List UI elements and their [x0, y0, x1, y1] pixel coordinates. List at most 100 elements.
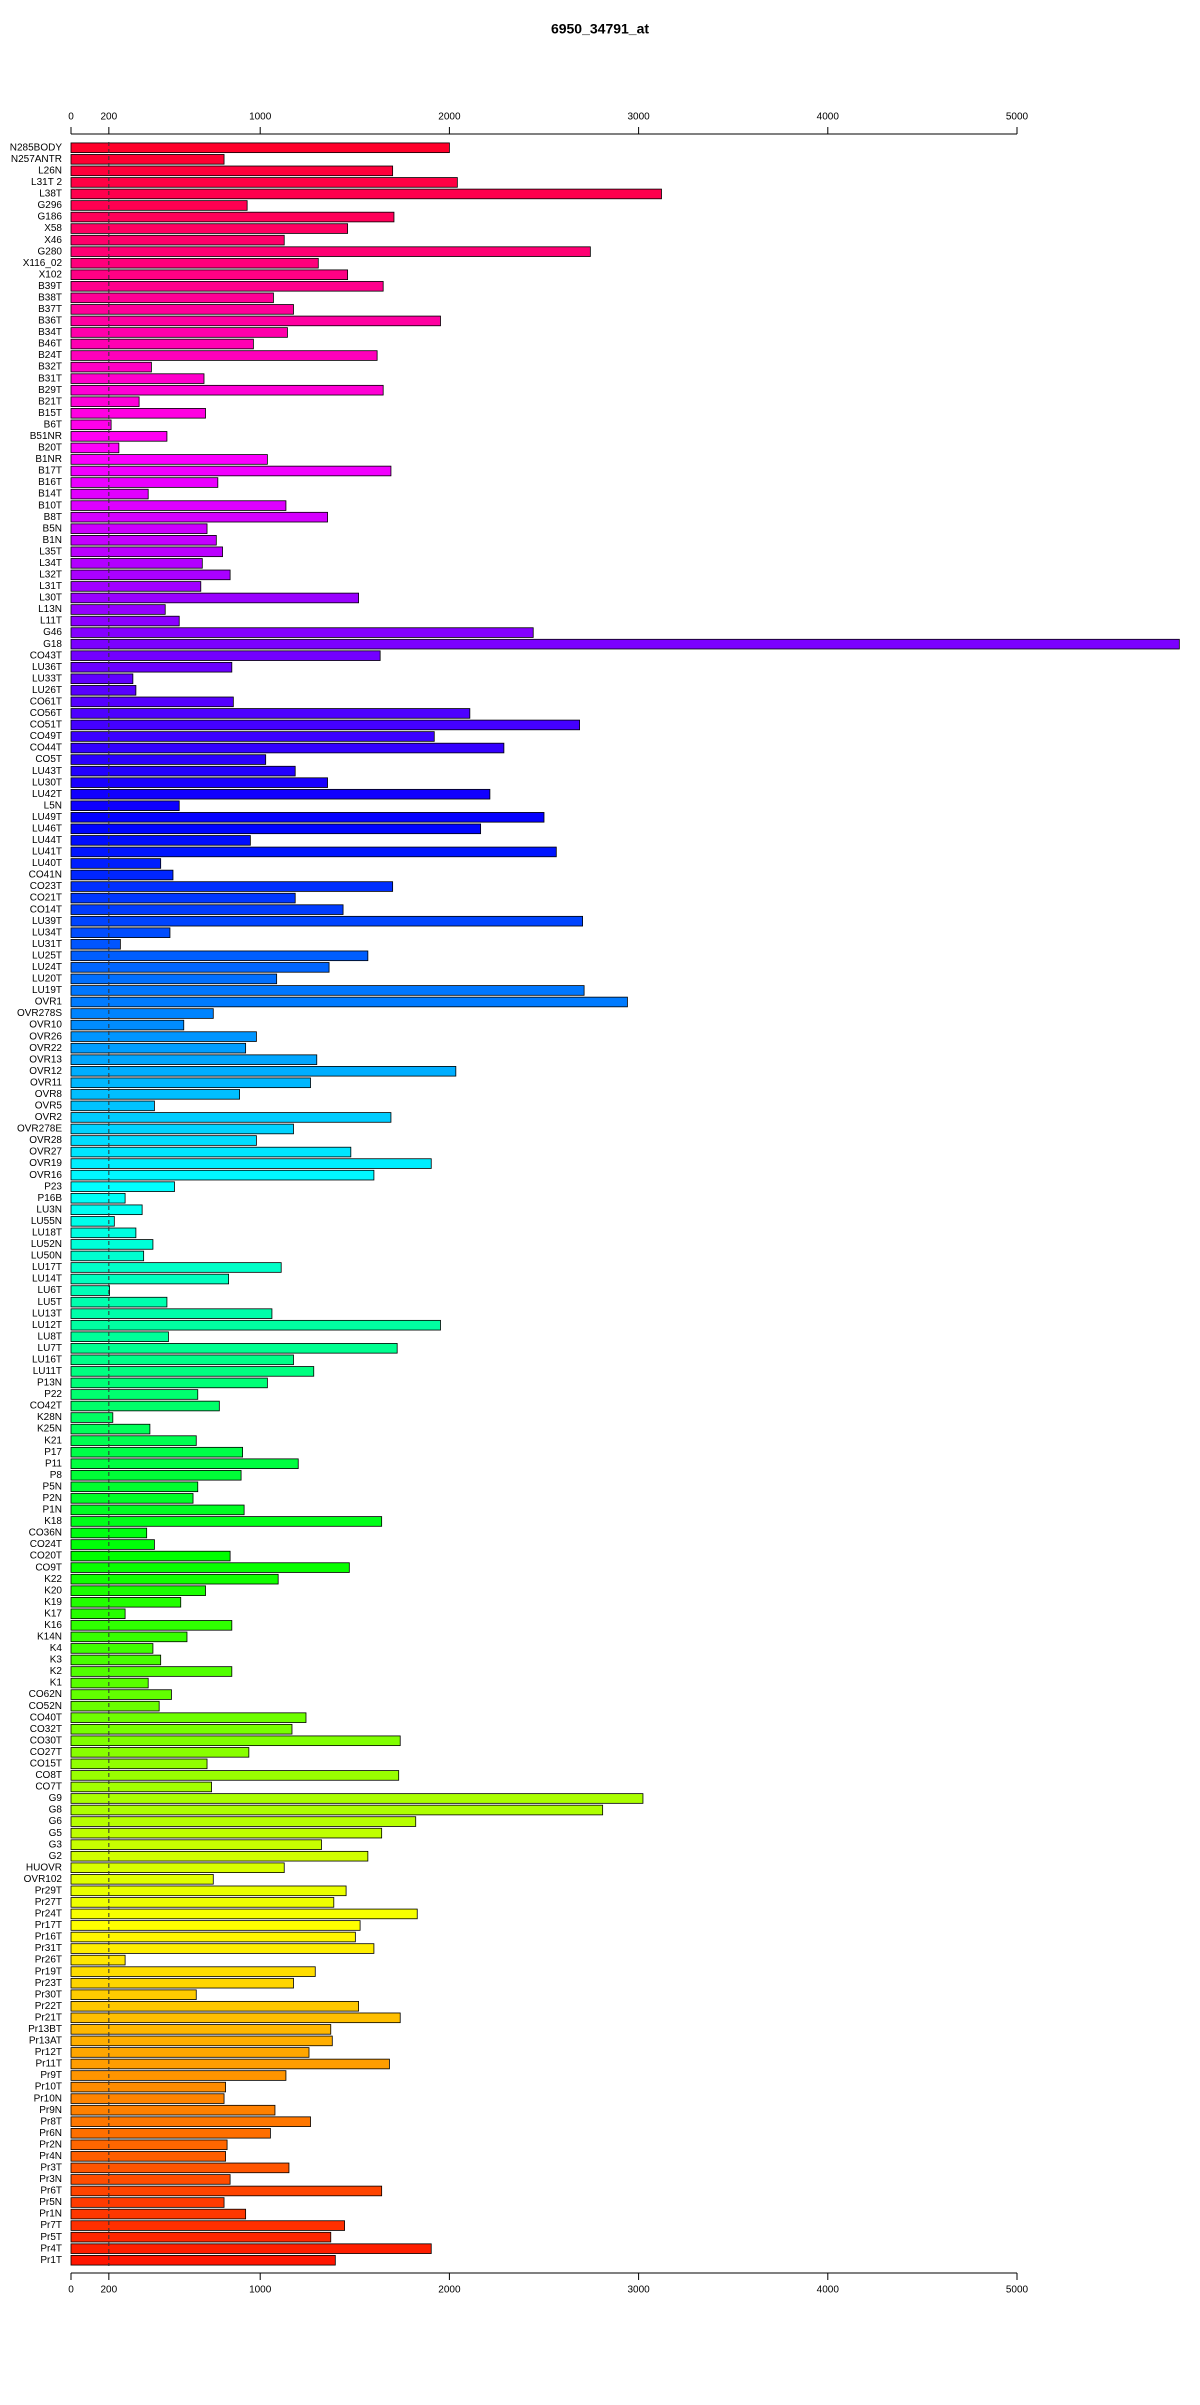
bar [70, 592, 359, 604]
y-tick-label: X58 [44, 223, 62, 234]
y-tick-label: B31T [38, 373, 62, 384]
x-tick-label: 4000 [817, 2285, 840, 2296]
y-tick-label: LU14T [32, 1274, 62, 1285]
x-tick-label: 1000 [249, 112, 272, 123]
y-tick-label: Pr10T [35, 2082, 62, 2093]
bar [70, 1089, 240, 1100]
bar [70, 765, 296, 777]
x-tick-label: 5000 [1006, 2285, 1029, 2296]
bar [70, 812, 545, 823]
y-tick-label: CO52N [29, 1701, 62, 1712]
y-tick-label: CO42T [30, 1401, 62, 1412]
y-tick-label: CO30T [30, 1735, 62, 1746]
bar [70, 1597, 182, 1608]
y-tick-label: B34T [38, 327, 62, 338]
x-tick-label: 4000 [817, 112, 840, 123]
y-tick-label: CO20T [30, 1551, 62, 1562]
bar [70, 1366, 315, 1377]
bar [70, 1943, 375, 1954]
y-tick-label: L38T [39, 189, 62, 200]
bar [70, 558, 203, 569]
y-tick-label: CO51T [30, 720, 62, 731]
bar [70, 2231, 332, 2243]
bar [70, 800, 180, 811]
bar [70, 1158, 432, 1169]
bar [70, 1458, 299, 1469]
y-tick-label: CO49T [30, 731, 62, 742]
y-tick-label: B24T [38, 350, 62, 361]
y-tick-label: Pr12T [35, 2047, 62, 2058]
bar [70, 477, 219, 488]
bar [70, 2058, 390, 2070]
y-tick-label: Pr1T [40, 2255, 62, 2266]
bar [70, 719, 580, 731]
bar [70, 1354, 294, 1366]
bar [70, 2116, 311, 2127]
y-tick-label: CO24T [30, 1539, 62, 1550]
y-tick-label: P2N [43, 1493, 62, 1504]
y-tick-label: Pr3T [40, 2163, 62, 2174]
bar [70, 2162, 290, 2174]
y-tick-label: OVR16 [29, 1170, 62, 1181]
bar [70, 257, 319, 269]
bar [70, 223, 349, 234]
y-tick-label: CO8T [35, 1770, 62, 1781]
bar [70, 281, 384, 292]
y-tick-label: B14T [38, 489, 62, 500]
y-tick-label: K22 [44, 1574, 62, 1585]
bar [70, 2197, 225, 2208]
y-tick-label: LU24T [32, 962, 62, 973]
y-tick-label: K3 [50, 1655, 63, 1666]
bar [70, 1781, 212, 1793]
y-tick-label: Pr6T [40, 2186, 62, 2197]
y-tick-label: LU30T [32, 777, 62, 788]
bar [70, 1850, 369, 1862]
bar [70, 442, 120, 454]
y-tick-label: CO9T [35, 1562, 62, 1573]
bar [70, 1169, 375, 1181]
bar [70, 1470, 242, 1481]
y-tick-label: CO23T [30, 881, 62, 892]
y-tick-label: Pr3N [39, 2174, 62, 2185]
y-tick-label: K21 [44, 1435, 62, 1446]
bar [70, 2139, 228, 2151]
bar [70, 2174, 231, 2185]
y-tick-label: K25N [37, 1424, 62, 1435]
x-tick-label: 5000 [1006, 112, 1029, 123]
y-tick-label: B21T [38, 396, 62, 407]
y-tick-label: LU11T [33, 1366, 62, 1377]
bar [70, 1239, 154, 1250]
y-tick-label: Pr24T [35, 1909, 62, 1920]
bar [70, 1723, 293, 1735]
bar [70, 211, 395, 223]
y-tick-label: P13N [37, 1378, 62, 1389]
bar [70, 511, 328, 523]
x-tick-label: 200 [100, 112, 117, 123]
bar [70, 2081, 226, 2093]
bar [70, 246, 591, 257]
y-tick-label: Pr17T [35, 1920, 62, 1931]
y-tick-label: OVR102 [24, 1874, 63, 1885]
y-tick-label: B36T [38, 316, 62, 327]
y-tick-label: Pr13AT [29, 2036, 62, 2047]
x-tick-label: 0 [68, 2285, 74, 2296]
y-tick-label: Pr26T [35, 1955, 62, 1966]
y-tick-label: CO40T [30, 1712, 62, 1723]
y-tick-label: B1NR [35, 454, 62, 465]
bar [70, 177, 458, 188]
y-tick-label: OVR278S [17, 1008, 62, 1019]
y-tick-label: CO62N [29, 1689, 62, 1700]
bar [70, 731, 435, 742]
bar [70, 1343, 398, 1354]
y-tick-label: K19 [44, 1597, 62, 1608]
bar [70, 2128, 271, 2139]
y-tick-label: OVR10 [29, 1020, 62, 1031]
y-tick-label: B8T [44, 512, 62, 523]
bar [70, 165, 394, 177]
bar [70, 638, 1180, 650]
y-tick-label: Pr9N [39, 2105, 62, 2116]
bar [70, 1735, 401, 1747]
y-tick-label: G186 [38, 212, 63, 223]
y-tick-label: LU26T [32, 685, 62, 696]
bar [70, 1285, 110, 1296]
